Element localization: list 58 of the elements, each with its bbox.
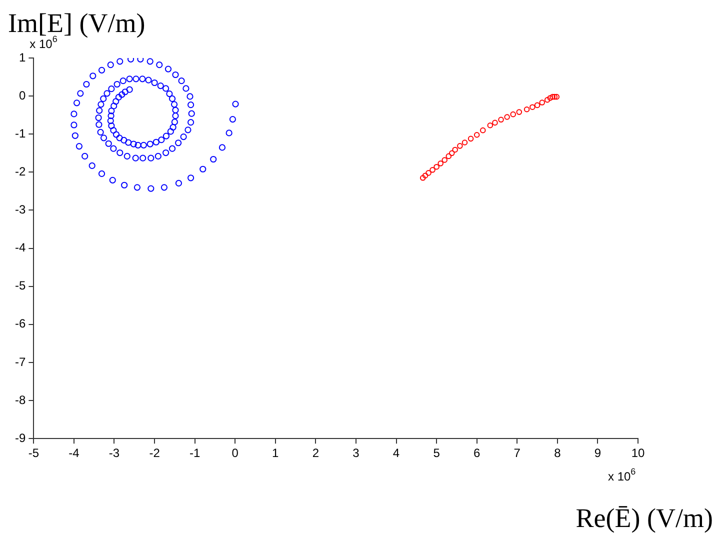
point bbox=[430, 166, 436, 173]
point bbox=[438, 160, 444, 166]
point bbox=[448, 150, 455, 156]
point bbox=[452, 146, 458, 153]
y-tick-label: 1 bbox=[18, 50, 26, 64]
x-tick-label: -3 bbox=[108, 446, 120, 460]
x-tick-label: 5 bbox=[433, 446, 440, 460]
point bbox=[462, 140, 468, 146]
x-tick-label: 3 bbox=[352, 446, 360, 460]
y-tick-label: -8 bbox=[15, 392, 26, 407]
point bbox=[524, 106, 530, 112]
point bbox=[492, 120, 498, 126]
y-tick-label: -6 bbox=[15, 316, 26, 331]
point bbox=[554, 94, 560, 100]
point bbox=[510, 111, 516, 118]
y-tick-label: 0 bbox=[18, 88, 26, 102]
x-tick-label: 10 bbox=[631, 446, 645, 460]
y-tick-label: -4 bbox=[15, 240, 26, 255]
x-axis-title: Re(Ē) (V/m) bbox=[576, 503, 713, 534]
x-tick-label: -4 bbox=[68, 446, 80, 460]
point bbox=[530, 104, 536, 110]
point bbox=[516, 109, 522, 115]
point bbox=[544, 96, 550, 103]
point bbox=[487, 122, 494, 128]
x-tick-label: 7 bbox=[514, 446, 521, 460]
point bbox=[539, 100, 546, 106]
x-tick-label: 1 bbox=[272, 446, 280, 460]
x-tick-label: 0 bbox=[232, 446, 239, 460]
point bbox=[498, 116, 504, 123]
point bbox=[468, 136, 474, 142]
point bbox=[474, 132, 480, 138]
x-tick-label: 4 bbox=[392, 446, 400, 460]
point bbox=[552, 94, 558, 100]
point bbox=[434, 164, 440, 170]
point bbox=[420, 174, 426, 181]
x-tick-label: 8 bbox=[554, 446, 562, 460]
point bbox=[550, 94, 556, 100]
point bbox=[446, 153, 452, 160]
x-tick-label: 2 bbox=[312, 446, 320, 460]
point bbox=[547, 95, 554, 101]
x-tick-label: 9 bbox=[594, 446, 602, 460]
point bbox=[422, 172, 428, 179]
point bbox=[426, 170, 432, 176]
y-tick-label: -1 bbox=[15, 126, 26, 140]
x-tick-label: -2 bbox=[149, 446, 160, 460]
point bbox=[442, 157, 448, 163]
x-tick-label: 6 bbox=[474, 446, 480, 460]
y-tick-label: -3 bbox=[15, 202, 26, 217]
point bbox=[457, 143, 463, 149]
y-tick-label: -2 bbox=[15, 164, 26, 178]
x-tick-label: -1 bbox=[189, 446, 200, 460]
point bbox=[480, 127, 486, 134]
y-tick-label: -5 bbox=[15, 278, 26, 293]
point bbox=[504, 114, 510, 120]
point bbox=[534, 102, 540, 108]
x-tick-label: -5 bbox=[28, 446, 40, 460]
y-tick-label: -7 bbox=[15, 354, 26, 369]
y-tick-label: -9 bbox=[15, 430, 26, 445]
